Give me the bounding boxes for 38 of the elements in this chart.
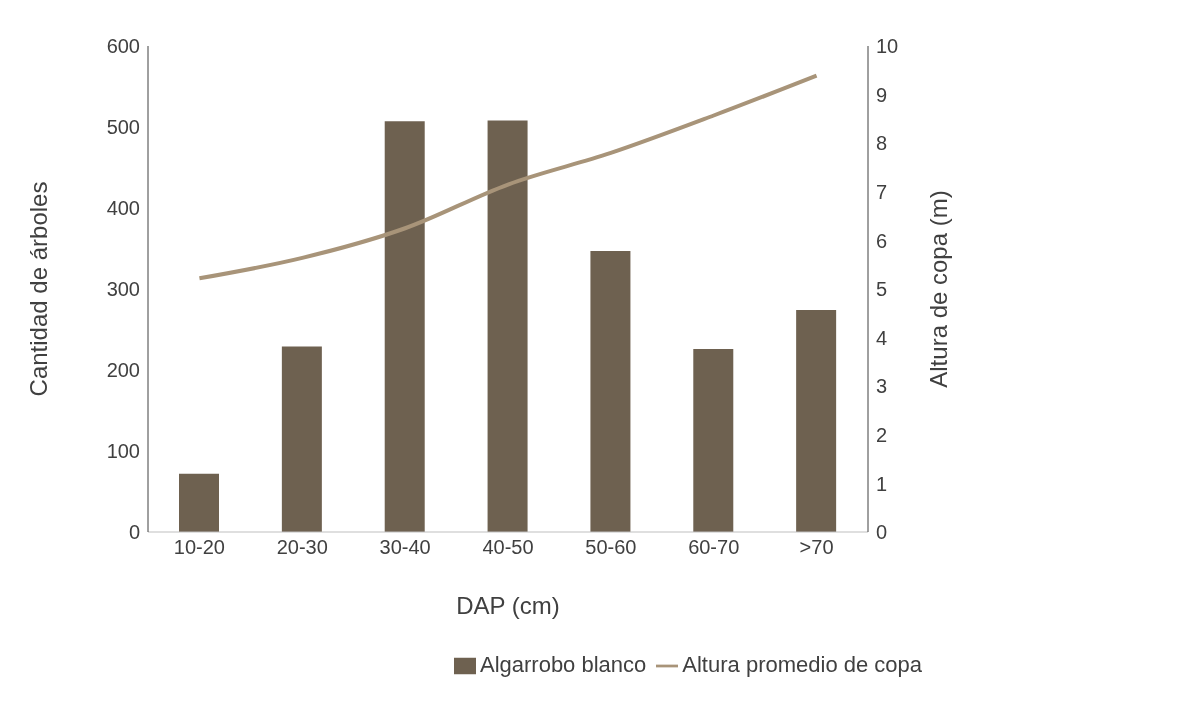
x-tick-label: 50-60 [585, 536, 637, 559]
x-axis-title: DAP (cm) [456, 592, 560, 619]
bar [693, 348, 734, 532]
y-tick-label: 0 [128, 521, 140, 544]
bar [384, 121, 425, 532]
x-tick-label: 20-30 [276, 536, 328, 559]
y-axis-title: Cantidad de árboles [24, 181, 52, 397]
line-series [197, 73, 819, 281]
y-tick-label: 300 [106, 278, 140, 301]
y2-tick-label: 10 [876, 35, 899, 58]
y2-axis-title: Altura de copa (m) [924, 190, 952, 388]
y2-tick-label: 8 [876, 132, 888, 155]
bar [796, 310, 837, 532]
legend-label: Altura promedio de copa [682, 652, 923, 677]
y2-tick-label: 6 [876, 229, 888, 252]
y-tick-label: 400 [106, 197, 140, 220]
bar [179, 473, 219, 532]
x-tick-label: 30-40 [379, 536, 431, 559]
x-tick-label: 10-20 [173, 536, 226, 559]
y2-tick-label: 4 [876, 326, 888, 349]
bar [487, 120, 528, 532]
legend-label: Algarrobo blanco [479, 652, 647, 677]
y2-tick-label: 3 [876, 375, 888, 398]
bar [281, 346, 322, 532]
y2-tick-label: 1 [876, 472, 888, 495]
x-tick-label: 40-50 [482, 536, 534, 559]
y-tick-label: 100 [106, 440, 140, 463]
y2-tick-label: 2 [876, 423, 888, 446]
y2-tick-label: 7 [876, 180, 888, 203]
y2-tick-label: 0 [876, 521, 888, 544]
x-tick-label: 60-70 [688, 536, 740, 559]
y2-tick-label: 9 [876, 83, 888, 106]
bar [590, 250, 631, 532]
x-tick-label: >70 [799, 536, 834, 559]
y-tick-label: 600 [106, 35, 140, 58]
y2-tick-label: 5 [876, 278, 888, 301]
y-tick-label: 500 [106, 116, 140, 139]
y-tick-label: 200 [106, 359, 140, 382]
